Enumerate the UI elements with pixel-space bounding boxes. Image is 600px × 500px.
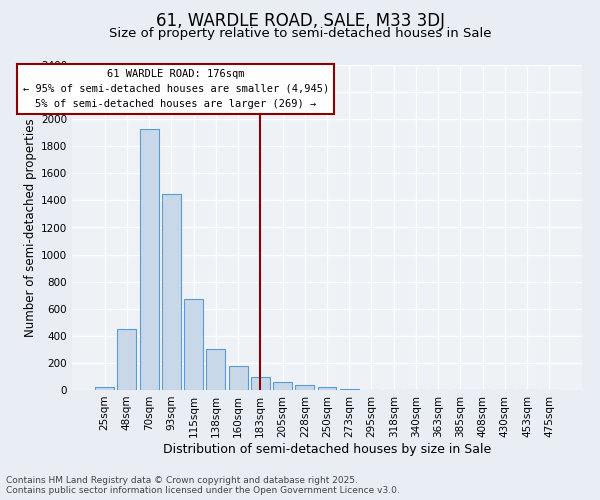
Bar [118, 329, 136, 390]
Bar [273, 382, 292, 390]
Bar [206, 348, 225, 390]
Bar [295, 386, 314, 390]
Bar [317, 388, 337, 390]
Bar [95, 386, 114, 390]
Text: 61, WARDLE ROAD, SALE, M33 3DJ: 61, WARDLE ROAD, SALE, M33 3DJ [155, 12, 445, 30]
Text: Contains HM Land Registry data © Crown copyright and database right 2025.
Contai: Contains HM Land Registry data © Crown c… [6, 476, 400, 495]
Y-axis label: Number of semi-detached properties: Number of semi-detached properties [24, 118, 37, 337]
Bar [184, 300, 203, 390]
Bar [140, 128, 158, 390]
X-axis label: Distribution of semi-detached houses by size in Sale: Distribution of semi-detached houses by … [163, 442, 491, 456]
Bar [162, 194, 181, 390]
Text: Size of property relative to semi-detached houses in Sale: Size of property relative to semi-detach… [109, 28, 491, 40]
Bar [251, 377, 270, 390]
Text: 61 WARDLE ROAD: 176sqm
← 95% of semi-detached houses are smaller (4,945)
5% of s: 61 WARDLE ROAD: 176sqm ← 95% of semi-det… [23, 69, 329, 108]
Bar [229, 366, 248, 390]
